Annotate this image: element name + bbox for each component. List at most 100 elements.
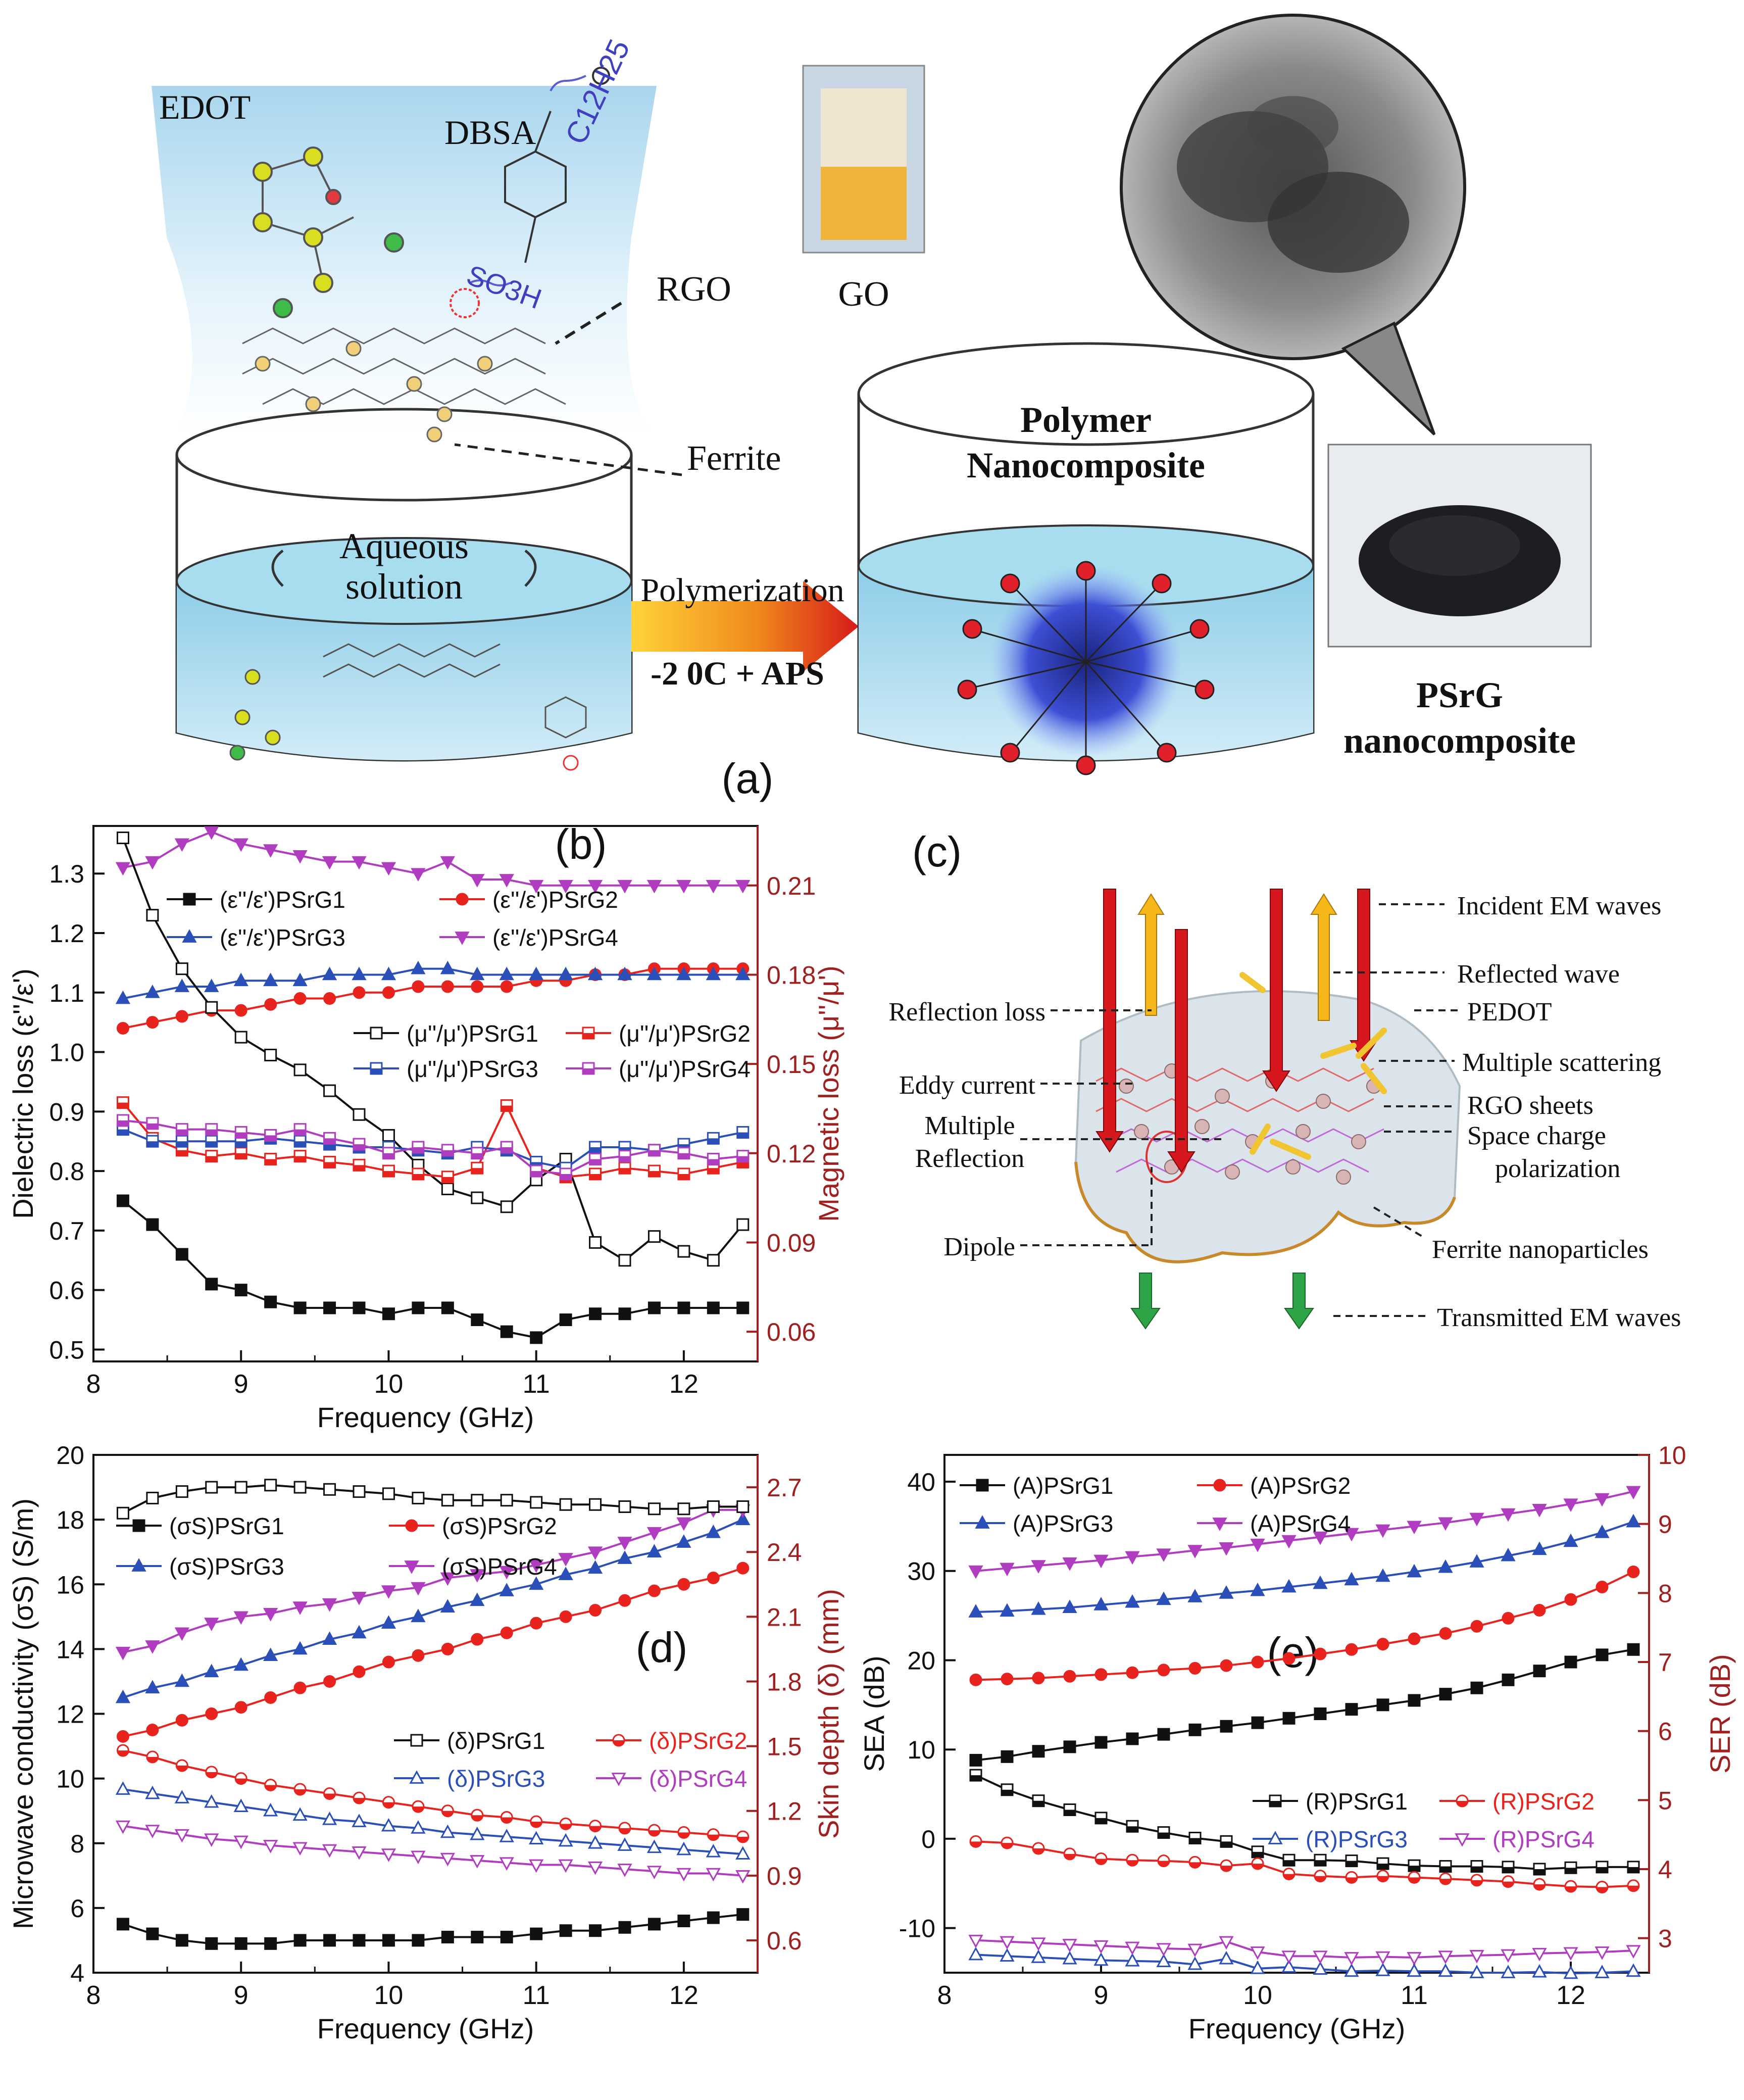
data-point bbox=[174, 838, 189, 852]
data-point bbox=[205, 1278, 218, 1291]
data-point bbox=[1187, 1545, 1203, 1558]
data-point bbox=[1502, 1611, 1515, 1625]
legend-item: (δ)PSrG1 bbox=[394, 1728, 545, 1754]
legend-label: (μ''/μ')PSrG3 bbox=[407, 1056, 538, 1082]
data-point bbox=[1469, 1512, 1484, 1527]
x-tick-label: 11 bbox=[523, 1370, 550, 1399]
panel-a: EDOT DBSA C12H25 SO3H RGO Ferrite Aqueou… bbox=[152, 14, 1592, 802]
series-line bbox=[123, 967, 743, 1000]
data-point bbox=[471, 980, 484, 993]
data-point bbox=[1563, 1533, 1578, 1547]
data-point bbox=[382, 1487, 395, 1500]
right-beaker bbox=[857, 342, 1315, 775]
legend-marker bbox=[1213, 1479, 1226, 1492]
data-point-half bbox=[970, 1775, 981, 1781]
data-point bbox=[1156, 1943, 1171, 1957]
data-point bbox=[1626, 1945, 1641, 1959]
data-point bbox=[646, 880, 662, 894]
y2-tick-label: 7 bbox=[1658, 1648, 1672, 1677]
data-point bbox=[676, 1534, 691, 1548]
data-point bbox=[1469, 1554, 1484, 1568]
data-point-half bbox=[206, 1156, 217, 1162]
data-point-half bbox=[1315, 1876, 1326, 1882]
data-point-half bbox=[708, 1834, 719, 1840]
legend-label: (δ)PSrG3 bbox=[447, 1766, 545, 1792]
data-point bbox=[293, 1063, 307, 1077]
data-point bbox=[292, 972, 308, 987]
data-point bbox=[1093, 1597, 1109, 1610]
data-point bbox=[1063, 1670, 1076, 1683]
data-point bbox=[1281, 1950, 1297, 1964]
data-point-half bbox=[324, 1162, 335, 1168]
data-point bbox=[1438, 1559, 1453, 1573]
y-tick-label: 4 bbox=[70, 1959, 84, 1987]
data-point bbox=[322, 966, 337, 981]
data-point bbox=[1062, 1557, 1077, 1571]
series-line bbox=[122, 1484, 743, 1515]
data-point bbox=[382, 1934, 395, 1947]
data-point bbox=[263, 1647, 278, 1662]
data-point bbox=[1125, 1594, 1140, 1608]
x-tick-label: 9 bbox=[234, 1981, 248, 2010]
data-point bbox=[529, 1559, 544, 1573]
data-point bbox=[323, 1084, 336, 1097]
polymer-label-line1: Polymer bbox=[1020, 400, 1152, 440]
data-point-half bbox=[324, 1144, 335, 1150]
y2-tick-label: 8 bbox=[1658, 1579, 1672, 1607]
data-point bbox=[471, 1931, 484, 1944]
data-point bbox=[735, 1846, 751, 1860]
data-point bbox=[470, 874, 485, 888]
data-point-half bbox=[1409, 1877, 1420, 1883]
data-point bbox=[440, 1852, 455, 1867]
y2-tick-label: 2.4 bbox=[767, 1538, 802, 1567]
data-point bbox=[382, 986, 395, 999]
data-point bbox=[587, 1835, 603, 1849]
data-point bbox=[1314, 1707, 1327, 1720]
data-point-half bbox=[970, 1841, 981, 1847]
edot-label: EDOT bbox=[159, 88, 251, 126]
legend-label: (A)PSrG2 bbox=[1250, 1473, 1351, 1499]
data-point bbox=[1375, 1963, 1390, 1976]
data-point bbox=[677, 1245, 690, 1258]
callout-reflection: Reflection bbox=[915, 1144, 1025, 1173]
data-point bbox=[470, 1855, 485, 1869]
left-beaker bbox=[175, 408, 633, 762]
data-point bbox=[1000, 1603, 1015, 1617]
callout-pedot: PEDOT bbox=[1467, 998, 1552, 1027]
data-point bbox=[1093, 1940, 1109, 1954]
callout-reflection-loss: Reflection loss bbox=[888, 998, 1045, 1027]
y2-tick-label: 1.5 bbox=[767, 1733, 802, 1761]
data-point bbox=[471, 1313, 484, 1327]
series-line bbox=[975, 1490, 1634, 1572]
x-tick-label: 12 bbox=[669, 1981, 699, 2010]
data-point bbox=[1533, 1604, 1546, 1617]
series-line bbox=[975, 1648, 1634, 1762]
data-point bbox=[736, 1218, 750, 1231]
legend-marker bbox=[409, 1770, 424, 1784]
data-point bbox=[1220, 1659, 1233, 1672]
transmitted-arrows bbox=[1130, 1273, 1314, 1330]
data-point bbox=[529, 1831, 544, 1845]
data-point bbox=[352, 1846, 367, 1860]
data-point bbox=[676, 880, 691, 894]
data-point bbox=[500, 1494, 513, 1507]
data-point bbox=[1062, 1950, 1077, 1965]
series-line bbox=[123, 1825, 743, 1877]
legend-marker-half bbox=[1270, 1801, 1281, 1806]
legend-marker-half bbox=[583, 1068, 594, 1074]
x-tick-label: 10 bbox=[1243, 1981, 1272, 2010]
legend-label: (σS)PSrG3 bbox=[169, 1553, 284, 1580]
data-point bbox=[263, 1802, 278, 1817]
data-point bbox=[1564, 1655, 1577, 1669]
series-(A)PSrG3 bbox=[968, 1513, 1641, 1618]
data-point bbox=[381, 862, 396, 876]
series-(σS)PSrG2 bbox=[116, 1561, 750, 1743]
data-point bbox=[146, 909, 159, 922]
data-point bbox=[618, 1594, 631, 1607]
data-point bbox=[145, 985, 160, 998]
data-point-half bbox=[619, 1828, 630, 1834]
data-point bbox=[617, 880, 632, 894]
data-point bbox=[263, 844, 278, 858]
data-point bbox=[145, 1825, 160, 1838]
y2-axis-title: Skin depth (δ) (mm) bbox=[813, 1589, 844, 1839]
